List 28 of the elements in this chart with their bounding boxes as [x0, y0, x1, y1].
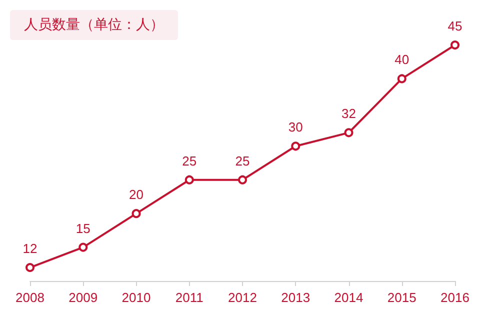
data-label: 15 [76, 220, 90, 236]
x-tick-label: 2008 [16, 290, 44, 305]
x-tick-label: 2010 [122, 290, 151, 305]
data-label: 25 [235, 153, 250, 168]
data-label: 32 [342, 106, 356, 122]
x-tick-label: 2013 [281, 290, 310, 305]
data-label: 30 [288, 120, 303, 135]
data-label: 20 [129, 187, 144, 202]
point [291, 142, 300, 151]
x-tick-label: 2012 [228, 290, 257, 305]
point [238, 175, 247, 184]
data-label: 45 [448, 18, 462, 34]
point [132, 209, 141, 218]
x-tick-label: 2014 [334, 290, 364, 305]
point [397, 74, 406, 84]
chart-title: 人员数量（单位：人） [24, 17, 164, 33]
point [26, 263, 34, 272]
point [78, 242, 88, 252]
data-label: 40 [394, 52, 410, 68]
data-label: 25 [182, 153, 197, 168]
x-tick-label: 2011 [175, 290, 204, 305]
point [450, 40, 460, 50]
x-tick-label: 2015 [387, 290, 416, 305]
data-label: 12 [22, 241, 38, 256]
x-tick-label: 2016 [440, 290, 470, 305]
point [184, 175, 194, 184]
x-tick-label: 2009 [68, 290, 98, 305]
point [344, 128, 354, 138]
